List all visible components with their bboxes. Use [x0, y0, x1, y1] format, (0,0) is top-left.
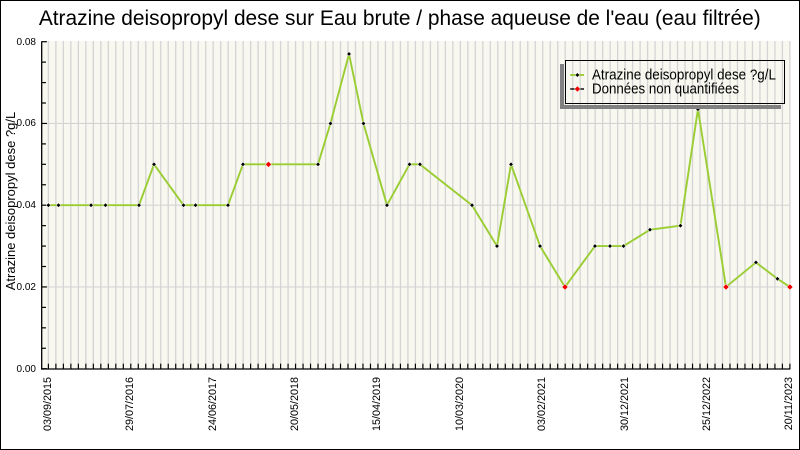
marker-quantified — [360, 120, 366, 126]
marker-quantified — [151, 161, 157, 167]
marker-quantified — [327, 120, 333, 126]
series-markers — [45, 51, 794, 291]
marker-quantified — [607, 243, 613, 249]
horizontal-gridlines — [46, 122, 791, 288]
chart-title: Atrazine deisopropyl dese sur Eau brute … — [39, 6, 761, 30]
marker-quantified — [592, 243, 598, 249]
y-tick-label: 0.08 — [16, 36, 36, 48]
marker-quantified — [192, 202, 199, 208]
legend-line-sample-quantified — [569, 72, 584, 78]
x-tick-label: 30/12/2021 — [618, 377, 631, 432]
x-tick-label: 25/12/2022 — [701, 377, 713, 432]
y-tick-label: 0.06 — [16, 118, 36, 130]
x-tick-label: 20/05/2018 — [289, 377, 302, 432]
x-tick-label: 20/11/2023 — [783, 377, 796, 431]
marker-quantified — [508, 161, 514, 167]
x-ticks — [47, 363, 791, 369]
marker-quantified — [753, 259, 759, 265]
black-diamond-icon — [574, 72, 580, 78]
x-tick-label: 03/09/2015 — [41, 377, 54, 432]
marker-quantified — [620, 243, 627, 249]
marker-quantified — [240, 161, 246, 167]
marker-non-quantified — [561, 283, 569, 291]
x-tick-label: 29/07/2016 — [124, 377, 137, 432]
marker-quantified — [774, 276, 780, 282]
x-tick-label: 03/02/2021 — [536, 377, 549, 432]
vertical-gridlines — [47, 41, 791, 364]
legend-box: Atrazine deisopropyl dese ?g/L Données no… — [564, 59, 786, 105]
marker-quantified — [346, 51, 352, 57]
marker-quantified — [180, 202, 187, 208]
y-tick-label: 0.04 — [16, 200, 36, 211]
marker-quantified — [55, 202, 62, 208]
marker-non-quantified — [722, 283, 730, 291]
x-tick-label: 24/06/2017 — [206, 377, 219, 432]
marker-quantified — [384, 202, 390, 208]
marker-non-quantified — [786, 283, 794, 291]
marker-quantified — [45, 202, 51, 208]
marker-quantified — [88, 202, 94, 208]
marker-quantified — [417, 161, 423, 167]
legend-label: Atrazine deisopropyl dese ?g/L — [591, 66, 776, 84]
legend-label: Données non quantifiées — [591, 80, 739, 98]
legend-line-sample-non-quantified — [569, 86, 584, 93]
marker-quantified — [136, 202, 142, 208]
marker-quantified — [315, 161, 321, 167]
legend-shadow — [559, 64, 565, 110]
marker-quantified — [406, 161, 413, 167]
marker-quantified — [225, 202, 231, 208]
marker-non-quantified — [265, 161, 272, 168]
marker-quantified — [647, 227, 653, 233]
x-tick-label: 10/03/2020 — [453, 377, 466, 432]
red-diamond-icon — [573, 86, 581, 93]
x-tick-label: 15/04/2019 — [371, 377, 384, 432]
marker-quantified — [102, 202, 109, 208]
marker-quantified — [469, 202, 475, 208]
legend-shadow — [559, 104, 781, 110]
marker-quantified — [677, 223, 683, 229]
marker-quantified — [494, 243, 500, 249]
marker-quantified — [537, 243, 543, 249]
y-tick-label: 0.00 — [16, 363, 36, 375]
y-tick-label: 0.02 — [16, 281, 36, 293]
